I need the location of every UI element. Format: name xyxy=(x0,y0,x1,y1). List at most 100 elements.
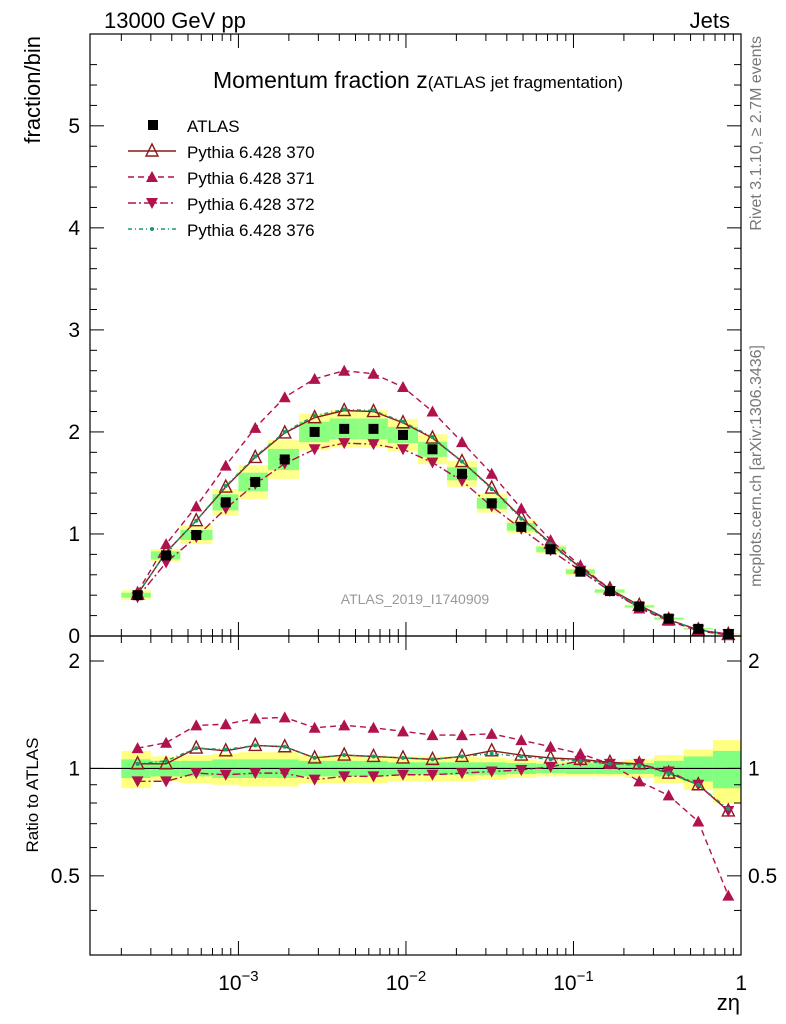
ratio-marker-2 xyxy=(455,729,468,741)
ratio-marker-1 xyxy=(218,742,233,757)
ratio-marker-2 xyxy=(396,725,409,737)
data-point xyxy=(516,521,527,532)
y-tick-label: 5 xyxy=(68,115,80,138)
ratio-marker-1 xyxy=(484,742,499,757)
series-marker-2 xyxy=(485,467,498,479)
ratio-marker-3 xyxy=(308,774,321,786)
ratio-marker-4 xyxy=(282,744,287,749)
ratio-marker-2 xyxy=(544,740,557,752)
header-left: 13000 GeV pp xyxy=(104,8,246,33)
series-marker-3 xyxy=(338,438,351,450)
ratio-y-tick-label-right: 1 xyxy=(748,757,760,780)
x-tick-label: 10−3 xyxy=(218,968,258,995)
series-marker-2 xyxy=(426,405,439,417)
ratio-marker-3 xyxy=(278,768,291,780)
ratio-marker-4 xyxy=(342,753,347,758)
ratio-marker-4 xyxy=(548,757,553,762)
ratio-marker-3 xyxy=(396,769,409,781)
ratio-marker-4 xyxy=(194,746,199,751)
ratio-marker-3 xyxy=(367,771,380,783)
ratio-marker-4 xyxy=(400,755,405,760)
series-marker-2 xyxy=(160,538,173,550)
series-marker-1 xyxy=(454,452,470,468)
data-point xyxy=(545,544,556,555)
series-marker-1 xyxy=(425,429,440,444)
series-marker-4 xyxy=(459,459,464,464)
series-marker-4 xyxy=(223,484,228,489)
ratio-marker-1 xyxy=(425,750,440,766)
legend-marker xyxy=(144,142,160,157)
series-marker-1 xyxy=(484,479,499,494)
y-axis-label: fraction/bin xyxy=(20,36,45,144)
ratio-y-tick-label: 0.5 xyxy=(51,865,80,888)
series-marker-4 xyxy=(312,413,317,418)
ratio-marker-2 xyxy=(160,736,173,748)
data-point xyxy=(397,429,408,440)
ratio-y-tick-label-right: 2 xyxy=(748,650,760,673)
series-marker-4 xyxy=(342,407,347,412)
ratio-marker-4 xyxy=(223,747,228,752)
ratio-marker-4 xyxy=(312,755,317,760)
series-marker-2 xyxy=(278,391,291,403)
ratio-marker-4 xyxy=(637,763,642,768)
ratio-marker-1 xyxy=(395,749,411,764)
ratio-marker-3 xyxy=(131,776,144,788)
ratio-marker-4 xyxy=(726,806,731,811)
series-marker-4 xyxy=(430,435,435,440)
ratio-marker-3 xyxy=(544,761,557,773)
series-marker-1 xyxy=(307,409,322,424)
ratio-marker-3 xyxy=(249,768,262,780)
series-marker-4 xyxy=(371,408,376,413)
ratio-marker-1 xyxy=(248,736,263,752)
ratio-marker-4 xyxy=(371,754,376,759)
ratio-marker-4 xyxy=(135,761,140,766)
ratio-marker-4 xyxy=(489,751,494,756)
ratio-marker-2 xyxy=(722,889,735,901)
legend-label: ATLAS xyxy=(187,117,240,136)
data-point xyxy=(191,529,202,540)
ratio-marker-3 xyxy=(515,764,528,776)
series-marker-3 xyxy=(396,444,409,456)
ratio-marker-1 xyxy=(337,746,352,761)
x-tick-label: 10−2 xyxy=(386,968,426,995)
x-tick-label: 1 xyxy=(735,972,747,995)
ratio-marker-3 xyxy=(190,768,203,780)
ratio-marker-4 xyxy=(696,782,701,787)
legend-label: Pythia 6.428 370 xyxy=(187,143,315,162)
ratio-marker-3 xyxy=(485,766,498,778)
ratio-marker-1 xyxy=(189,739,204,754)
ratio-marker-4 xyxy=(164,758,169,763)
legend-label: Pythia 6.428 376 xyxy=(187,221,315,240)
data-point xyxy=(456,468,467,479)
data-point xyxy=(279,454,290,465)
series-marker-2 xyxy=(308,372,321,384)
ratio-marker-2 xyxy=(219,718,232,730)
data-point xyxy=(604,586,615,597)
ratio-marker-4 xyxy=(666,771,671,776)
ratio-marker-2 xyxy=(426,729,439,741)
series-marker-3 xyxy=(308,444,321,456)
data-point xyxy=(693,623,704,634)
ratio-marker-2 xyxy=(485,727,498,739)
ratio-marker-2 xyxy=(308,721,321,733)
data-point xyxy=(220,497,231,508)
ratio-marker-4 xyxy=(519,754,524,759)
y-tick-label: 2 xyxy=(68,421,80,444)
x-tick-label: 10−1 xyxy=(553,968,593,995)
series-marker-3 xyxy=(426,457,439,469)
rivet-label: Rivet 3.1.10, ≥ 2.7M events xyxy=(748,36,765,231)
data-point xyxy=(309,426,320,437)
series-marker-4 xyxy=(194,518,199,523)
ratio-band-inner xyxy=(712,750,741,789)
ratio-y-tick-label: 2 xyxy=(68,650,80,673)
ratio-marker-2 xyxy=(662,789,675,801)
chart-title: Momentum fraction z(ATLAS jet fragmentat… xyxy=(213,67,623,93)
data-point xyxy=(663,613,674,624)
series-marker-4 xyxy=(253,454,258,459)
series-marker-4 xyxy=(489,487,494,492)
ratio-marker-3 xyxy=(160,776,173,788)
x-axis-label: zη xyxy=(717,990,740,1015)
series-marker-1 xyxy=(189,512,204,527)
ratio-frame xyxy=(89,635,742,956)
